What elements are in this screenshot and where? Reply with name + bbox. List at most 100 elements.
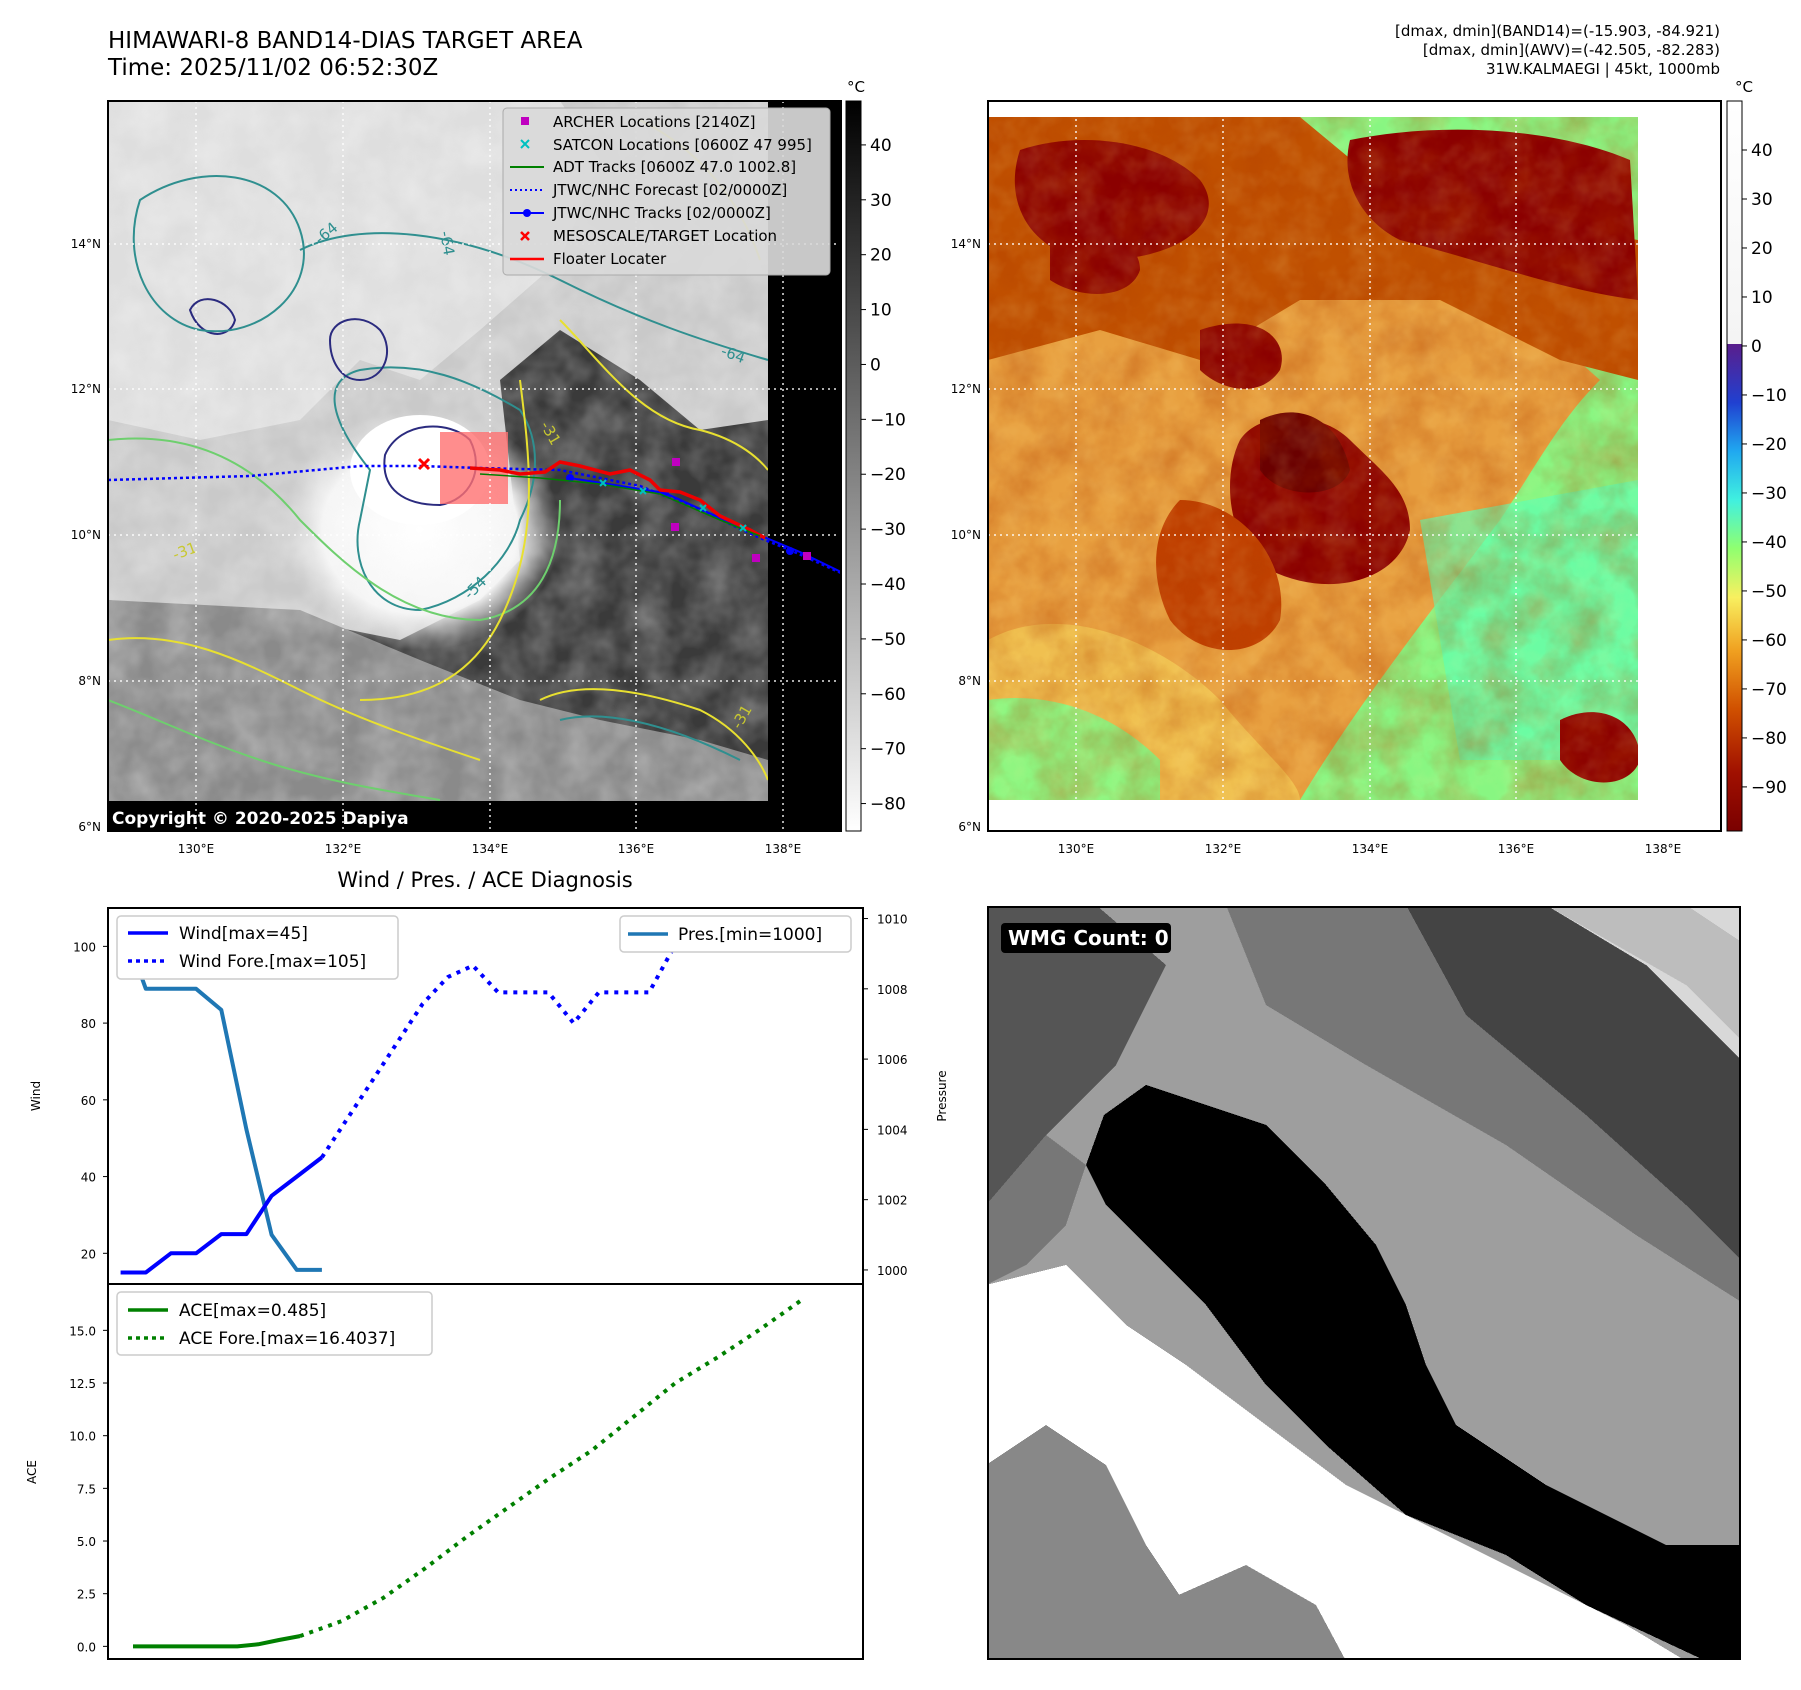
lon-label: 138°E <box>765 842 802 856</box>
lat-label: 8°N <box>78 674 101 688</box>
ace-tick-label: 12.5 <box>69 1377 96 1391</box>
wmg-panel: WMG Count: 0 <box>987 906 1741 1660</box>
wind-tick-label: 80 <box>81 1017 96 1031</box>
legend-jtwc-tracks: JTWC/NHC Tracks [02/0000Z] <box>552 204 771 222</box>
lat-label: 10°N <box>951 528 981 542</box>
awv-colorbar-tick-label: −70 <box>1751 680 1787 700</box>
pressure-tick-label: 1010 <box>877 913 908 927</box>
ace-legend-label: ACE[max=0.485] <box>179 1301 326 1321</box>
legend-target-marker <box>520 231 530 241</box>
lat-label: 10°N <box>71 528 101 542</box>
lat-label: 14°N <box>71 237 101 251</box>
awv-colorbar-warm <box>1727 101 1742 344</box>
lat-label: 6°N <box>78 820 101 834</box>
info-line-3: 31W.KALMAEGI | 45kt, 1000mb <box>1486 60 1720 78</box>
awv-colorbar-tick-label: −90 <box>1751 778 1787 798</box>
title-line-1: HIMAWARI-8 BAND14-DIAS TARGET AREA <box>108 28 583 54</box>
lat-label: 14°N <box>951 237 981 251</box>
lon-label: 132°E <box>1205 842 1242 856</box>
wind-pres-ace-chart: Wind / Pres. / ACE Diagnosis Wind Pressu… <box>25 868 949 1660</box>
awv-colorbar-unit: °C <box>1735 78 1753 96</box>
gray-colorbar-tick-label: 0 <box>870 355 881 375</box>
gray-colorbar-tick-label: −50 <box>870 630 906 650</box>
lon-label: 134°E <box>472 842 509 856</box>
ace-forecast-line <box>299 1299 802 1638</box>
wind-legend-label: Wind[max=45] <box>179 924 308 944</box>
mesoscale-target-marker <box>417 457 431 471</box>
pressure-tick-label: 1004 <box>877 1123 908 1137</box>
lon-label: 134°E <box>1352 842 1389 856</box>
awv-colorbar-tick-label: 30 <box>1751 190 1773 210</box>
lon-label: 132°E <box>325 842 362 856</box>
gray-colorbar-tick-label: 30 <box>870 191 892 211</box>
ace-tick-label: 0.0 <box>77 1640 96 1654</box>
legend-jtwc-forecast: JTWC/NHC Forecast [02/0000Z] <box>552 181 787 199</box>
gray-colorbar-tick-label: −20 <box>870 465 906 485</box>
awv-colorbar-tick-label: −20 <box>1751 435 1787 455</box>
wind-tick-label: 40 <box>81 1171 96 1185</box>
legend-floater: Floater Locater <box>553 250 667 268</box>
legend-archer: ARCHER Locations [2140Z] <box>553 113 756 131</box>
awv-colorbar-tick-label: −10 <box>1751 386 1787 406</box>
gray-colorbar-tick-label: −80 <box>870 795 906 815</box>
lon-label: 136°E <box>618 842 655 856</box>
wind-tick-label: 60 <box>81 1094 96 1108</box>
gray-colorbar-tick-label: −40 <box>870 575 906 595</box>
awv-map <box>988 101 1721 831</box>
ace-tick-label: 5.0 <box>77 1535 96 1549</box>
pres-legend-label: Pres.[min=1000] <box>678 925 822 945</box>
lat-label: 8°N <box>958 674 981 688</box>
wind-axis-label: Wind <box>29 1081 43 1111</box>
wmg-count-badge <box>1001 923 1171 953</box>
ace-legend: ACE[max=0.485] ACE Fore.[max=16.4037] <box>116 1291 433 1356</box>
info-line-1: [dmax, dmin](BAND14)=(-15.903, -84.921) <box>1395 22 1720 40</box>
lon-label: 136°E <box>1498 842 1535 856</box>
ace-line <box>133 1634 301 1649</box>
title-line-2: Time: 2025/11/02 06:52:30Z <box>108 55 439 81</box>
pres-legend: Pres.[min=1000] <box>619 915 852 953</box>
legend-adt: ADT Tracks [0600Z 47.0 1002.8] <box>553 158 796 176</box>
wmg-count: WMG Count: 0 <box>1008 926 1169 950</box>
adt-track <box>479 473 761 537</box>
awv-colorbar-tick-label: −30 <box>1751 484 1787 504</box>
awv-colorbar-tick-label: 40 <box>1751 141 1773 161</box>
legend-archer-marker <box>521 117 529 125</box>
gray-colorbar-tick-label: −60 <box>870 685 906 705</box>
lat-label: 12°N <box>951 382 981 396</box>
ace-tick-label: 2.5 <box>77 1588 96 1602</box>
awv-colorbar-tick-label: −60 <box>1751 631 1787 651</box>
wind-legend: Wind[max=45] Wind Fore.[max=105] <box>116 915 399 980</box>
diagnosis-title: Wind / Pres. / ACE Diagnosis <box>337 868 632 892</box>
pressure-tick-label: 1006 <box>877 1053 908 1067</box>
map-legend: ARCHER Locations [2140Z] SATCON Location… <box>502 107 831 276</box>
pressure-tick-label: 1002 <box>877 1194 908 1208</box>
gray-colorbar-unit: °C <box>847 78 865 96</box>
legend-target: MESOSCALE/TARGET Location <box>553 227 777 245</box>
pressure-tick-label: 1008 <box>877 983 908 997</box>
awv-colorbar-tick-label: 0 <box>1751 337 1762 357</box>
awv-colorbar-tick-label: −40 <box>1751 533 1787 553</box>
jtwc-forecast-track <box>108 464 841 575</box>
awv-colorbar-tick-label: −50 <box>1751 582 1787 602</box>
copyright-text: Copyright © 2020-2025 Dapiya <box>112 809 409 829</box>
gray-colorbar-tick-label: −70 <box>870 740 906 760</box>
ir-satellite-map: -64 -64 -64 -54 -31 -31 -31 <box>71 78 1787 856</box>
lon-label: 130°E <box>1058 842 1095 856</box>
lon-label: 138°E <box>1645 842 1682 856</box>
ace-axis-label: ACE <box>25 1460 39 1484</box>
lon-label: 130°E <box>178 842 215 856</box>
wind-forecast-line <box>320 925 726 1159</box>
legend-satcon: SATCON Locations [0600Z 47 995] <box>553 136 812 154</box>
wind-tick-label: 20 <box>81 1247 96 1261</box>
awv-colorbar-tick-label: −80 <box>1751 729 1787 749</box>
awv-colorbar-tick-label: 20 <box>1751 239 1773 259</box>
floater-locater <box>469 460 766 540</box>
awv-colorbar-cold <box>1727 344 1742 831</box>
gray-colorbar-tick-label: 20 <box>870 246 892 266</box>
gray-colorbar-tick-label: −30 <box>870 520 906 540</box>
ace-fore-legend-label: ACE Fore.[max=16.4037] <box>179 1329 395 1349</box>
figure-title: HIMAWARI-8 BAND14-DIAS TARGET AREA Time:… <box>108 28 582 82</box>
stats-info: [dmax, dmin](BAND14)=(-15.903, -84.921) … <box>1395 22 1720 79</box>
lat-label: 12°N <box>71 382 101 396</box>
wind-fore-legend-label: Wind Fore.[max=105] <box>179 952 366 972</box>
